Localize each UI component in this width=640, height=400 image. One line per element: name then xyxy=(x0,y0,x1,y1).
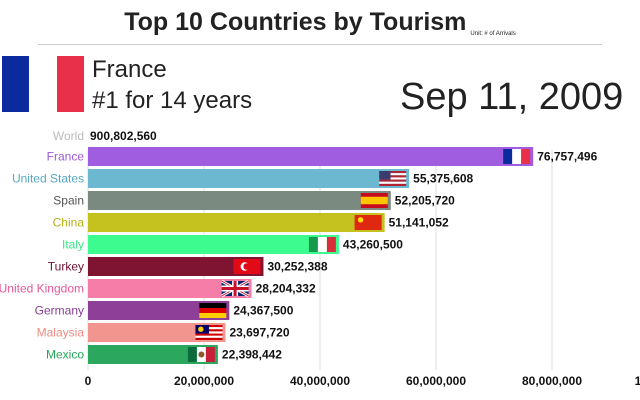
value-label: 52,205,720 xyxy=(395,194,455,208)
mexico-flag-icon xyxy=(187,347,215,362)
china-flag-icon xyxy=(354,215,382,230)
leader-streak: #1 for 14 years xyxy=(92,87,253,114)
bars-group: France 76,757,496 United States 55,375,608 S… xyxy=(0,147,598,364)
france-flag-icon xyxy=(503,149,531,164)
value-label: 24,367,500 xyxy=(233,304,293,318)
spain-flag-icon xyxy=(360,193,388,208)
flag-stripe-blue xyxy=(2,56,30,112)
category-label: France xyxy=(47,150,85,164)
x-tick-label: 100,000,000 xyxy=(635,374,640,388)
value-label: 55,375,608 xyxy=(413,172,473,186)
unit-note: Unit: # of Arrivals xyxy=(470,31,516,37)
title-divider xyxy=(38,44,602,45)
world-value: 900,802,560 xyxy=(90,129,157,143)
turkey-flag-icon xyxy=(233,259,261,274)
category-label: Spain xyxy=(53,194,84,208)
bar-row: United States 55,375,608 xyxy=(12,169,474,188)
x-tick-label: 40,000,000 xyxy=(290,374,350,388)
bar xyxy=(88,235,339,254)
bar-row: France 76,757,496 xyxy=(47,147,598,166)
leader-flag-icon xyxy=(2,56,84,112)
bar xyxy=(88,323,226,342)
flag-stripe-white xyxy=(29,56,57,112)
category-label: Turkey xyxy=(48,260,84,274)
x-axis: 0 20,000,000 40,000,000 60,000,000 80,000,00… xyxy=(85,374,640,388)
value-label: 43,260,500 xyxy=(343,238,403,252)
category-label: Malaysia xyxy=(37,326,85,340)
category-label: China xyxy=(53,216,85,230)
italy-flag-icon xyxy=(308,237,336,252)
category-label: Italy xyxy=(62,238,84,252)
category-label: Mexico xyxy=(46,348,84,362)
bar xyxy=(88,279,252,298)
world-label: World xyxy=(53,129,84,143)
bar xyxy=(88,345,218,364)
chart-title-text: Top 10 Countries by Tourism xyxy=(124,8,467,36)
value-label: 23,697,720 xyxy=(229,326,289,340)
x-tick-label: 20,000,000 xyxy=(174,374,234,388)
uk-flag-icon xyxy=(220,279,250,298)
bar-row: China 51,141,052 xyxy=(53,213,449,232)
bar xyxy=(88,257,264,276)
bar xyxy=(88,301,230,320)
bar-row: Italy 43,260,500 xyxy=(62,235,403,254)
bar-row: United Kingdom 28,204,332 xyxy=(0,279,316,298)
flag-stripe-red xyxy=(56,56,84,112)
value-label: 22,398,442 xyxy=(222,348,282,362)
x-tick-label: 80,000,000 xyxy=(522,374,582,388)
bar-row: Germany 24,367,500 xyxy=(35,301,294,320)
category-label: Germany xyxy=(35,304,84,318)
value-label: 51,141,052 xyxy=(389,216,449,230)
category-label: United States xyxy=(12,172,84,186)
bar xyxy=(88,213,385,232)
malaysia-flag-icon xyxy=(195,325,223,340)
x-tick-label: 0 xyxy=(85,374,92,388)
current-date: Sep 11, 2009 xyxy=(400,76,624,118)
category-label: United Kingdom xyxy=(0,282,84,296)
value-label: 30,252,388 xyxy=(267,260,327,274)
value-label: 28,204,332 xyxy=(256,282,316,296)
germany-flag-icon xyxy=(199,303,227,318)
usa-flag-icon xyxy=(379,171,407,186)
chart-title: Top 10 Countries by Tourism Unit: # of Ar… xyxy=(0,8,640,37)
bar xyxy=(88,191,391,210)
x-tick-label: 60,000,000 xyxy=(406,374,466,388)
bar-row: Spain 52,205,720 xyxy=(53,191,455,210)
value-label: 76,757,496 xyxy=(537,150,597,164)
bar-row: Malaysia 23,697,720 xyxy=(37,323,290,342)
bar-row: Mexico 22,398,442 xyxy=(46,345,282,364)
bar xyxy=(88,147,534,166)
bar xyxy=(88,169,410,188)
leader-name: France xyxy=(92,56,167,83)
bar-row: Turkey 30,252,388 xyxy=(48,257,328,276)
